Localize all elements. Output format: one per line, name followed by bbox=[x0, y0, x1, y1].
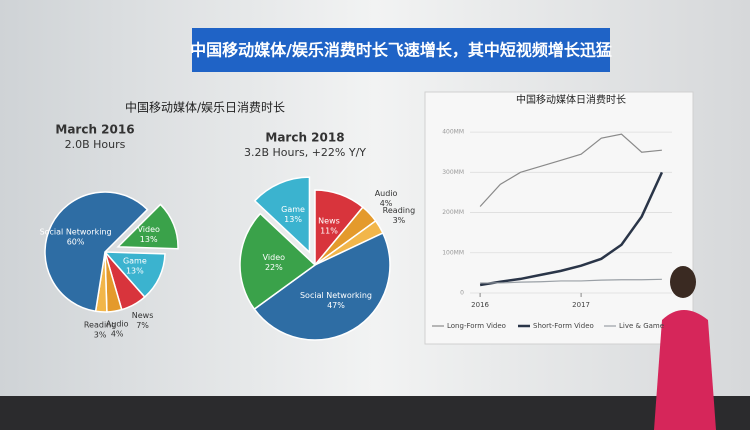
y-tick-label: 300MM bbox=[442, 169, 464, 176]
y-tick-label: 200MM bbox=[442, 209, 464, 216]
slice-value: 13% bbox=[140, 235, 158, 244]
series-line bbox=[479, 133, 662, 207]
pie-slice bbox=[116, 203, 179, 250]
slice-label: Audio bbox=[375, 189, 398, 198]
pie-slice bbox=[239, 212, 317, 311]
slice-label: Social Networking bbox=[300, 291, 372, 300]
line-title: 中国移动媒体日消费时长 bbox=[516, 93, 626, 106]
pie-slice bbox=[253, 176, 311, 254]
slice-value: 7% bbox=[136, 321, 149, 330]
slide-title: 中国移动媒体/娱乐消费时长飞速增长，其中短视频增长迅猛 bbox=[190, 41, 612, 60]
slice-value: 11% bbox=[320, 227, 338, 236]
x-tick-label: 2017 bbox=[572, 301, 590, 309]
line-chart-panel bbox=[424, 91, 694, 345]
slice-label: News bbox=[132, 311, 154, 320]
speaker-head bbox=[670, 266, 696, 298]
pie-slice bbox=[44, 191, 149, 313]
slice-label: Video bbox=[263, 253, 286, 262]
y-tick-label: 0 bbox=[460, 290, 464, 297]
slice-value: 13% bbox=[126, 267, 144, 276]
slice-label: Game bbox=[123, 257, 147, 266]
pie-title: March 2016 bbox=[55, 123, 134, 137]
slice-value: 3% bbox=[393, 216, 406, 225]
pie-subtitle: 3.2B Hours, +22% Y/Y bbox=[244, 146, 366, 159]
slice-label: Reading bbox=[84, 320, 116, 329]
legend-label: Long-Form Video bbox=[447, 322, 506, 330]
slice-value: 60% bbox=[67, 238, 85, 247]
pie-slice bbox=[253, 232, 391, 341]
stage-backdrop bbox=[0, 396, 750, 430]
y-tick-label: 100MM bbox=[442, 249, 464, 256]
speaker-dress bbox=[654, 310, 716, 430]
slice-label: Video bbox=[137, 225, 160, 234]
slice-label: News bbox=[318, 217, 340, 226]
slice-label: Social Networking bbox=[40, 228, 112, 237]
slice-value: 13% bbox=[284, 215, 302, 224]
legend-label: Live & Game bbox=[619, 322, 664, 330]
slice-label: Game bbox=[281, 205, 305, 214]
slice-value: 47% bbox=[327, 301, 345, 310]
speaker bbox=[654, 266, 716, 430]
title-banner bbox=[192, 28, 610, 72]
slice-value: 4% bbox=[111, 330, 124, 339]
pie-title: March 2018 bbox=[265, 131, 344, 145]
slice-value: 4% bbox=[380, 199, 393, 208]
series-line bbox=[479, 171, 664, 287]
section-title: 中国移动媒体/娱乐日消费时长 bbox=[125, 100, 285, 115]
y-tick-label: 400MM bbox=[442, 129, 464, 136]
slice-label: Reading bbox=[383, 206, 415, 215]
slice-value: 3% bbox=[94, 330, 107, 339]
x-tick-label: 2016 bbox=[471, 301, 489, 309]
pie-subtitle: 2.0B Hours bbox=[65, 138, 126, 151]
legend-label: Short-Form Video bbox=[533, 322, 594, 330]
series-line bbox=[480, 278, 662, 284]
slice-value: 22% bbox=[265, 263, 283, 272]
slice-label: Audio bbox=[106, 320, 129, 329]
